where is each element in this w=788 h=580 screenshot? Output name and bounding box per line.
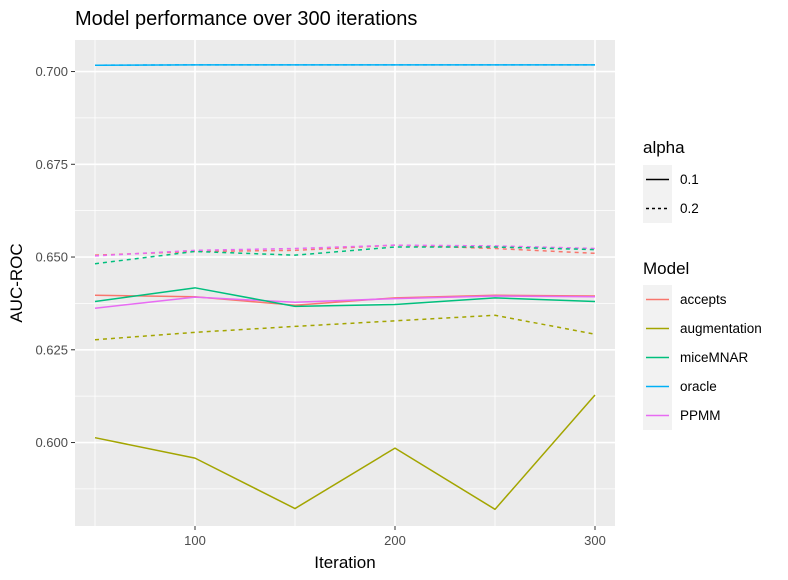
legend-label: oracle [680,379,717,394]
axis-ticks: 100 200 300 0.600 0.625 0.650 0.675 0.700 [35,64,605,548]
series-line-augmentation-alpha-0.1 [94,394,596,511]
legend-label: PPMM [680,408,721,423]
legend-label: augmentation [680,321,762,336]
legend-title-alpha: alpha [643,138,685,157]
series-line-ppmm-alpha-0.1 [94,295,596,309]
legend-title-model: Model [643,259,689,278]
x-tick-label: 200 [384,533,406,548]
legend: alpha 0.1 0.2 Model accepts augmentation miceM… [643,138,762,430]
major-gridlines [75,40,615,526]
x-tick-label: 300 [584,533,606,548]
series-line-ppmm-alpha-0.2 [94,244,596,257]
series-line-micemnar-alpha-0.1 [94,287,596,308]
y-tick-label: 0.625 [35,342,68,357]
x-tick-label: 100 [184,533,206,548]
plot-panel [75,40,615,526]
legend-label: miceMNAR [680,350,749,365]
y-axis-title: AUC-ROC [7,243,26,322]
series-lines [94,64,596,511]
legend-label: 0.2 [680,201,699,216]
minor-gridlines [75,40,615,526]
legend-label: 0.1 [680,172,699,187]
series-line-augmentation-alpha-0.2 [94,314,596,341]
y-tick-label: 0.650 [35,250,68,265]
y-tick-label: 0.600 [35,435,68,450]
legend-label: accepts [680,292,727,307]
x-axis-title: Iteration [314,553,375,572]
series-line-micemnar-alpha-0.2 [94,246,596,265]
y-tick-label: 0.675 [35,157,68,172]
chart-title: Model performance over 300 iterations [75,8,417,30]
y-tick-label: 0.700 [35,64,68,79]
series-line-accepts-alpha-0.2 [94,244,596,256]
